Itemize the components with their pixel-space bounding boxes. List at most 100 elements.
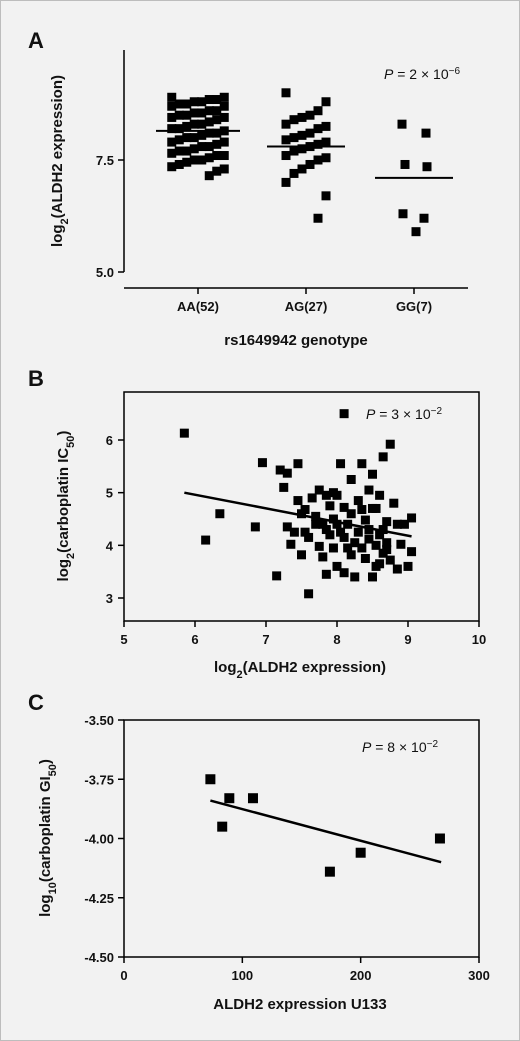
- panel-a-x-tick-label: GG(7): [396, 299, 432, 314]
- panel-a-y-tick-label: 7.5: [96, 153, 114, 168]
- panel-a-point: [281, 88, 291, 98]
- panel-a-point: [297, 130, 307, 140]
- panel-b-pvalue: P = 3 × 10−2: [366, 406, 442, 423]
- panel-b-point: [407, 513, 417, 523]
- panel-a-point: [313, 106, 323, 116]
- panel-a-point: [297, 164, 307, 174]
- panel-a-point: [305, 110, 315, 120]
- panel-a-x-tick-label: AG(27): [285, 299, 328, 314]
- panel-b-point: [318, 552, 328, 562]
- panel-c-y-tick-label: -4.00: [84, 832, 114, 847]
- panel-b-point: [321, 569, 331, 579]
- panel-a-point: [167, 137, 177, 147]
- panel-c-x-ticks: 0 100 200 300: [120, 957, 490, 983]
- panel-c-x-title: ALDH2 expression U133: [213, 996, 386, 1013]
- panel-a-point: [289, 115, 299, 125]
- panel-b-point: [215, 509, 225, 519]
- panel-a-point: [313, 139, 323, 149]
- panel-b-point: [179, 428, 189, 438]
- panel-b-point: [346, 475, 356, 484]
- panel-a-point: [411, 227, 421, 237]
- panel-b-x-ticks: 5 6 7 8 9 10: [120, 621, 486, 647]
- panel-b-point: [321, 525, 331, 535]
- panel-c-point: [355, 847, 366, 858]
- panel-a-point: [289, 133, 299, 143]
- panel-a-point: [313, 124, 323, 134]
- panel-b-point: [257, 458, 267, 468]
- panel-a-point: [321, 97, 331, 107]
- panel-b-point: [392, 519, 402, 529]
- panel-b-x-title: log2(ALDH2 expression): [214, 659, 386, 681]
- panel-b-point: [311, 511, 321, 521]
- panel-a: A 5.0 7.5 AA(52) AG(27) GG(7) log2(ALDH2 ex…: [28, 28, 468, 349]
- panel-b-point: [407, 547, 417, 557]
- panel-b-point: [300, 505, 310, 515]
- panel-a-point: [219, 112, 229, 122]
- panel-b-point: [293, 496, 303, 506]
- panel-b-point: [201, 535, 211, 545]
- panel-a-point: [419, 213, 429, 223]
- panel-b-point: [378, 525, 388, 535]
- panel-b-x-tick-label: 10: [472, 632, 486, 647]
- panel-c-y-title: log10(carboplatin GI50): [37, 759, 59, 917]
- panel-c: C -3.50 -3.75 -4.00 -4.25 -4.50 0 100 200 300 l…: [28, 690, 490, 1013]
- panel-c-point: [324, 866, 335, 877]
- panel-b-point: [286, 539, 296, 549]
- panel-b-point: [396, 539, 406, 549]
- panel-a-point: [174, 110, 184, 120]
- panel-a-y-ticks: 5.0 7.5: [96, 153, 124, 280]
- panel-a-point: [182, 99, 192, 109]
- panel-b-point: [382, 545, 392, 555]
- panel-a-point: [400, 159, 410, 169]
- panel-a-point: [212, 115, 222, 125]
- panel-a-point: [219, 164, 229, 174]
- panel-b-point: [364, 485, 374, 495]
- panel-a-point: [189, 119, 199, 129]
- panel-a-letter: A: [28, 28, 44, 53]
- panel-b-point: [328, 488, 338, 498]
- panel-a-point: [182, 146, 192, 156]
- panel-b-point: [282, 468, 292, 478]
- panel-a-point: [204, 106, 214, 116]
- panel-b-point: [336, 527, 346, 537]
- panel-b-x-tick-label: 8: [333, 632, 340, 647]
- panel-a-point: [398, 209, 408, 219]
- panel-b-point: [336, 459, 346, 469]
- panel-b-point: [360, 515, 370, 525]
- panel-b-point: [371, 503, 381, 513]
- panel-a-point: [197, 108, 207, 118]
- panel-c-letter: C: [28, 690, 44, 715]
- panel-b-point: [325, 530, 335, 540]
- panel-b-point: [353, 527, 363, 537]
- panel-b-point: [357, 505, 367, 515]
- panel-a-point: [182, 121, 192, 131]
- panel-a-point: [212, 106, 222, 116]
- panel-a-point: [212, 139, 222, 149]
- panel-a-x-ticks: AA(52) AG(27) GG(7): [177, 288, 432, 314]
- panel-a-point: [189, 144, 199, 154]
- panel-a-point: [281, 119, 291, 129]
- panel-b-point: [304, 589, 314, 599]
- panel-c-x-tick-label: 0: [120, 968, 127, 983]
- panel-b-point: [311, 519, 321, 529]
- panel-b-trendline: [184, 491, 412, 538]
- panel-a-point: [297, 112, 307, 122]
- panel-b-x-tick-label: 7: [262, 632, 269, 647]
- panel-b-point: [307, 493, 317, 503]
- panel-b-point: [364, 525, 374, 535]
- panel-a-point: [174, 124, 184, 134]
- panel-a-point: [167, 162, 177, 172]
- panel-a-point: [212, 151, 222, 161]
- panel-a-point: [305, 159, 315, 169]
- panel-a-point: [167, 112, 177, 122]
- panel-b-point: [392, 564, 402, 574]
- panel-b-point: [371, 540, 381, 550]
- panel-c-x-tick-label: 200: [350, 968, 372, 983]
- panel-a-point: [397, 119, 407, 129]
- panel-a-point: [321, 153, 331, 163]
- panel-b-point: [368, 572, 377, 582]
- panel-b-y-tick-label: 4: [106, 538, 114, 553]
- panel-c-point: [247, 793, 258, 804]
